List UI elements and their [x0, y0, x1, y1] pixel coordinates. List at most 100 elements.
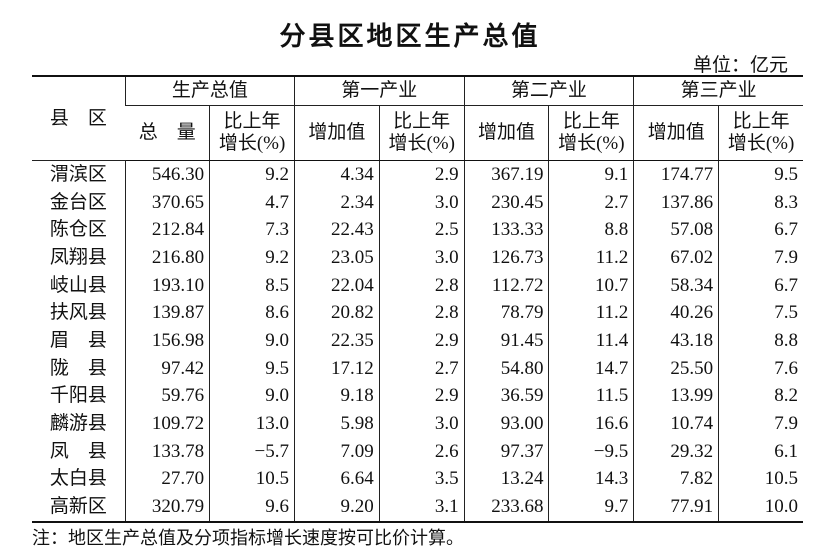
value-cell: 133.78: [124, 437, 210, 466]
value-cell: 3.1: [378, 493, 465, 523]
region-cell: 岐山县: [49, 274, 107, 296]
value-cell: 109.72: [124, 410, 210, 438]
value-cell: 7.6: [718, 354, 803, 383]
value-cell: 7.09: [293, 437, 380, 466]
data-row: 麟游县 109.72 13.0 5.98 3.0 93.00 16.6 10.74 7.9: [32, 410, 803, 438]
data-row: 岐山县 193.10 8.5 22.04 2.8 112.72 10.7 58.34 6.7: [32, 271, 803, 300]
value-cell: 10.0: [718, 493, 803, 523]
table: 县 区生产总值 第一产业 第二产业 第三产业 总 量比上年增长(%) 增加值 比上年增长(…: [32, 75, 803, 523]
data-row: 扶风县 139.87 8.6 20.82 2.8 78.79 11.2 40.26 7.5: [32, 299, 803, 328]
value-cell: 91.45: [463, 327, 549, 355]
region-cell: 渭滨区: [49, 163, 107, 185]
data-row: 高新区 320.79 9.6 9.20 3.1 233.68 9.7 77.91 10.0: [32, 493, 803, 523]
value-cell: 29.32: [633, 437, 719, 466]
group-header: 生产总值: [124, 75, 295, 106]
data-row: 金台区 370.65 4.7 2.34 3.0 230.45 2.7 137.86 8.3: [32, 188, 803, 217]
region-cell: 凤 县: [49, 440, 107, 462]
data-row: 凤翔县 216.80 9.2 23.05 3.0 126.73 11.2 67.02 7.9: [32, 244, 803, 272]
value-cell: 212.84: [124, 216, 210, 245]
data-row: 陇 县 97.42 9.5 17.12 2.7 54.80 14.7 25.50 7.6: [32, 354, 803, 383]
value-cell: 6.7: [718, 271, 803, 300]
data-row: 眉 县 156.98 9.0 22.35 2.9 91.45 11.4 43.18 8.8: [32, 327, 803, 355]
value-cell: 7.9: [718, 410, 803, 438]
note: 注：地区生产总值及分项指标增长速度按可比价计算。: [32, 528, 464, 548]
value-cell: 6.1: [718, 437, 803, 466]
value-cell: 139.87: [124, 299, 210, 328]
value-cell: 8.5: [209, 271, 295, 300]
value-cell: 230.45: [463, 188, 549, 217]
value-cell: 58.34: [633, 271, 719, 300]
value-cell: 20.82: [293, 299, 380, 328]
value-cell: 93.00: [463, 410, 549, 438]
value-cell: 367.19: [463, 160, 549, 189]
value-cell: 97.42: [124, 354, 210, 383]
value-cell: 97.37: [463, 437, 549, 466]
group-header: 第三产业: [633, 75, 803, 106]
value-cell: 22.43: [293, 216, 380, 245]
value-cell: 8.8: [548, 216, 634, 245]
value-cell: 2.9: [378, 160, 465, 189]
region-cell: 扶风县: [49, 302, 107, 324]
value-cell: 112.72: [463, 271, 549, 300]
value-cell: 10.5: [209, 465, 295, 494]
value-cell: 7.82: [633, 465, 719, 494]
value-cell: 133.33: [463, 216, 549, 245]
value-cell: 22.04: [293, 271, 380, 300]
value-cell: 546.30: [124, 160, 210, 189]
value-cell: 2.8: [378, 299, 465, 328]
value-cell: 8.3: [718, 188, 803, 217]
value-cell: 2.9: [378, 382, 465, 411]
data-row: 渭滨区 546.30 9.2 4.34 2.9 367.19 9.1 174.77 9.5: [32, 160, 803, 189]
value-cell: 9.18: [293, 382, 380, 411]
column-header: 总 量: [125, 105, 210, 161]
value-cell: 7.9: [718, 244, 803, 272]
value-cell: 126.73: [463, 244, 549, 272]
value-cell: 57.08: [633, 216, 719, 245]
region-cell: 眉 县: [49, 329, 107, 351]
column-header: 比上年增长(%): [209, 105, 295, 161]
value-cell: 11.5: [548, 382, 634, 411]
value-cell: 9.5: [718, 160, 803, 189]
region-cell: 太白县: [49, 468, 107, 490]
value-cell: 6.64: [293, 465, 380, 494]
column-header: 增加值: [463, 105, 549, 161]
value-cell: 54.80: [463, 354, 549, 383]
title: 分县区地区生产总值: [279, 22, 541, 52]
value-cell: 9.0: [209, 327, 295, 355]
value-cell: 9.0: [209, 382, 295, 411]
region-cell: 高新区: [32, 493, 126, 523]
value-cell: 13.0: [209, 410, 295, 438]
data-row: 太白县 27.70 10.5 6.64 3.5 13.24 14.3 7.82 10.5: [32, 465, 803, 494]
value-cell: 11.4: [548, 327, 634, 355]
value-cell: 78.79: [463, 299, 549, 328]
value-cell: 3.5: [378, 465, 465, 494]
value-cell: 3.0: [378, 244, 465, 272]
value-cell: 11.2: [548, 244, 634, 272]
value-cell: 3.0: [378, 410, 465, 438]
value-cell: 2.8: [378, 271, 465, 300]
value-cell: 59.76: [124, 382, 210, 411]
value-cell: 8.8: [718, 327, 803, 355]
value-cell: 25.50: [633, 354, 719, 383]
column-header: 比上年增长(%): [718, 105, 803, 161]
region-cell: 金台区: [49, 191, 107, 213]
region-cell: 陇 县: [49, 357, 107, 379]
value-cell: 22.35: [293, 327, 380, 355]
group-header: 第二产业: [463, 75, 634, 106]
value-cell: 9.1: [548, 160, 634, 189]
column-header: 增加值: [293, 105, 380, 161]
value-cell: 16.6: [548, 410, 634, 438]
value-cell: 156.98: [124, 327, 210, 355]
value-cell: 2.5: [378, 216, 465, 245]
value-cell: 77.91: [633, 493, 719, 523]
value-cell: 13.99: [633, 382, 719, 411]
value-cell: 4.7: [209, 188, 295, 217]
region-cell: 千阳县: [49, 385, 107, 407]
value-cell: 7.3: [209, 216, 295, 245]
region-cell: 麟游县: [49, 413, 107, 435]
value-cell: 5.98: [293, 410, 380, 438]
value-cell: 9.2: [209, 160, 295, 189]
corner-cell: 县 区: [32, 75, 126, 161]
value-cell: 9.2: [209, 244, 295, 272]
